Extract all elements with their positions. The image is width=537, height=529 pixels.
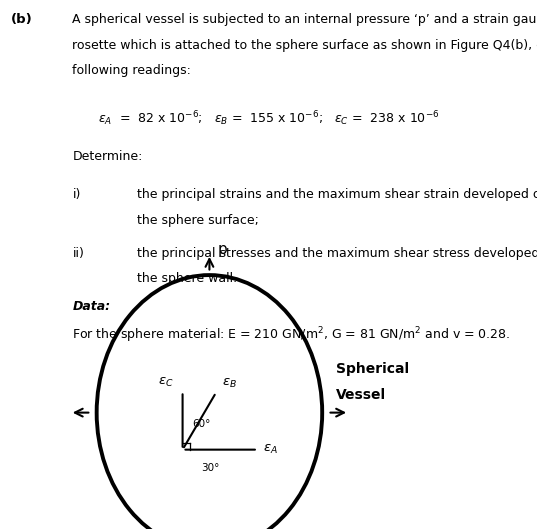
- Text: For the sphere material: E = 210 GN/m$^2$, G = 81 GN/m$^2$ and v = 0.28.: For the sphere material: E = 210 GN/m$^2…: [72, 325, 510, 345]
- Text: $\varepsilon_A$  =  82 x 10$^{-6}$;   $\varepsilon_B$ =  155 x 10$^{-6}$;   $\va: $\varepsilon_A$ = 82 x 10$^{-6}$; $\vare…: [98, 110, 439, 129]
- Text: following readings:: following readings:: [72, 64, 191, 77]
- Text: the sphere wall.: the sphere wall.: [137, 272, 237, 285]
- Text: the principal stresses and the maximum shear stress developed in: the principal stresses and the maximum s…: [137, 247, 537, 260]
- Text: A spherical vessel is subjected to an internal pressure ‘p’ and a strain gauge: A spherical vessel is subjected to an in…: [72, 13, 537, 26]
- Text: $\varepsilon_A$: $\varepsilon_A$: [263, 443, 278, 456]
- Text: $\varepsilon_B$: $\varepsilon_B$: [222, 377, 236, 390]
- Text: (b): (b): [11, 13, 33, 26]
- Text: Vessel: Vessel: [336, 388, 386, 402]
- Text: Determine:: Determine:: [72, 150, 143, 163]
- Text: 30°: 30°: [201, 463, 220, 473]
- Text: $\varepsilon_C$: $\varepsilon_C$: [158, 376, 174, 389]
- Text: Spherical: Spherical: [336, 362, 409, 376]
- Text: Data:: Data:: [72, 300, 111, 313]
- Text: the principal strains and the maximum shear strain developed on: the principal strains and the maximum sh…: [137, 188, 537, 202]
- Text: rosette which is attached to the sphere surface as shown in Figure Q4(b), gave t: rosette which is attached to the sphere …: [72, 39, 537, 52]
- Text: p: p: [217, 242, 227, 257]
- Text: the sphere surface;: the sphere surface;: [137, 214, 259, 227]
- Text: ii): ii): [72, 247, 84, 260]
- Text: 60°: 60°: [192, 419, 211, 429]
- Text: i): i): [72, 188, 81, 202]
